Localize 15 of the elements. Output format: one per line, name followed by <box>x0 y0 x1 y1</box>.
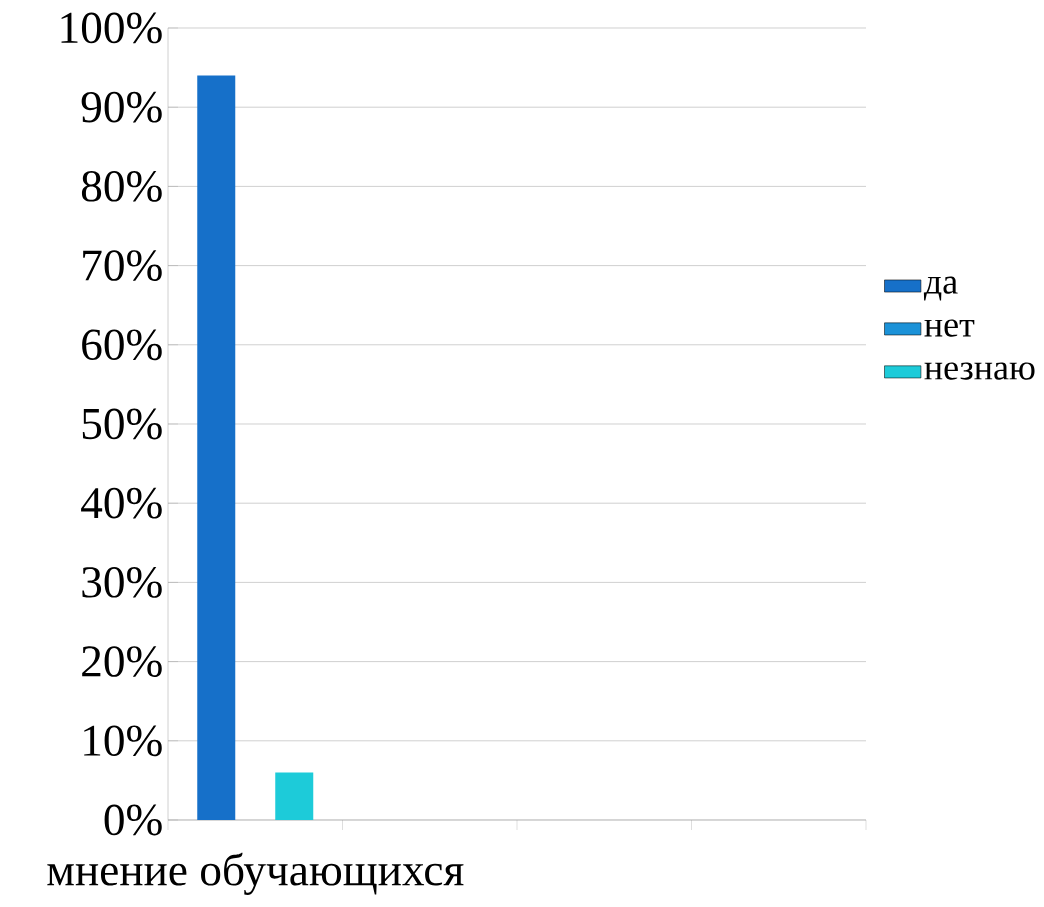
y-tick-label: 0% <box>104 804 162 836</box>
legend-label: нет <box>924 319 975 337</box>
y-tick-label: 40% <box>81 487 162 519</box>
y-tick-label: 20% <box>82 646 162 677</box>
y-tick-label: 100% <box>61 12 162 44</box>
y-tick-label: 50% <box>82 408 162 440</box>
legend-label: незнаю <box>924 362 1035 380</box>
x-tick-label: мнение обучающихся <box>47 852 464 895</box>
y-tick-label: 10% <box>84 725 162 757</box>
y-tick-label: 60% <box>82 329 162 361</box>
y-tick-label: 90% <box>81 91 162 123</box>
y-tick-label: 30% <box>82 567 162 598</box>
legend-label: да <box>923 276 958 301</box>
y-tick-label: 80% <box>81 171 162 202</box>
y-tick-label: 70% <box>83 250 162 281</box>
